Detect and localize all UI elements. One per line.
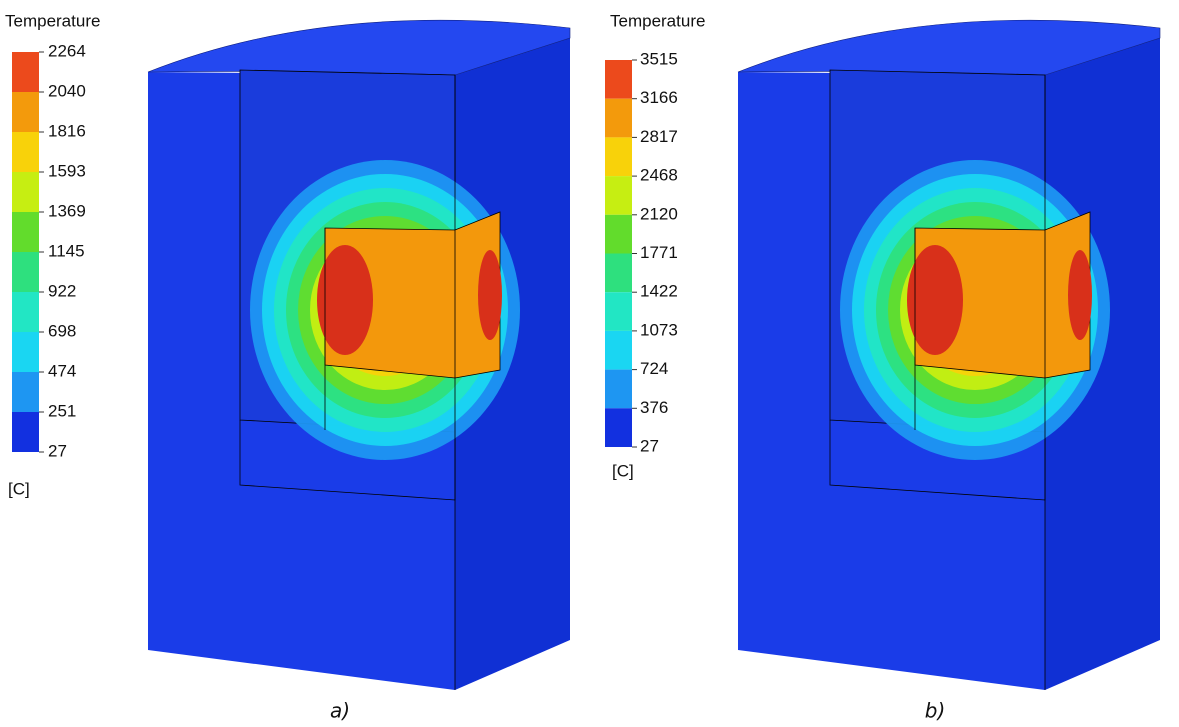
legend-label: 2468 bbox=[640, 166, 678, 185]
hot-spot bbox=[478, 250, 502, 340]
legend-band bbox=[605, 137, 632, 176]
hot-spot bbox=[1068, 250, 1092, 340]
legend-label: 251 bbox=[48, 401, 76, 420]
model-view bbox=[738, 20, 1160, 690]
legend-band bbox=[605, 331, 632, 370]
legend-band bbox=[12, 412, 39, 452]
legend-label: 1369 bbox=[48, 201, 86, 220]
legend-label: 27 bbox=[48, 441, 67, 460]
legend-band bbox=[12, 252, 39, 292]
legend-label: 724 bbox=[640, 359, 668, 378]
legend-band bbox=[12, 332, 39, 372]
legend-band bbox=[605, 215, 632, 254]
legend-label: 474 bbox=[48, 361, 76, 380]
legend-unit: [C] bbox=[8, 479, 30, 498]
legend-unit: [C] bbox=[612, 461, 634, 480]
legend-band bbox=[605, 292, 632, 331]
legend-label: 1771 bbox=[640, 243, 678, 262]
hot-spot bbox=[907, 245, 963, 355]
legend-label: 1145 bbox=[48, 241, 85, 260]
legend-label: 1073 bbox=[640, 320, 678, 339]
legend-label: 2817 bbox=[640, 127, 678, 146]
legend-band bbox=[605, 99, 632, 138]
legend-band bbox=[605, 370, 632, 409]
legend-label: 1816 bbox=[48, 121, 86, 140]
legend-label: 3515 bbox=[640, 49, 678, 68]
panel-caption: a) bbox=[330, 699, 350, 723]
legend-title: Temperature bbox=[5, 11, 100, 30]
legend-band bbox=[605, 60, 632, 99]
legend-band bbox=[12, 372, 39, 412]
legend-band bbox=[12, 172, 39, 212]
panel-caption: b) bbox=[925, 699, 946, 723]
legend-band bbox=[605, 176, 632, 215]
legend-band bbox=[605, 408, 632, 447]
legend-band bbox=[12, 52, 39, 92]
legend-label: 2120 bbox=[640, 204, 678, 223]
legend-label: 1593 bbox=[48, 161, 86, 180]
legend-label: 2040 bbox=[48, 81, 86, 100]
legend-label: 2264 bbox=[48, 41, 86, 60]
legend-label: 3166 bbox=[640, 88, 678, 107]
legend-label: 27 bbox=[640, 436, 659, 455]
legend-title: Temperature bbox=[610, 11, 705, 30]
legend-band bbox=[12, 132, 39, 172]
legend-band bbox=[12, 92, 39, 132]
figure: Temperature 2264 2040 1816 1593 1369 1145 922 69… bbox=[0, 0, 1179, 727]
legend-label: 922 bbox=[48, 281, 76, 300]
model-view bbox=[148, 20, 570, 690]
legend-label: 1422 bbox=[640, 282, 678, 301]
legend-band bbox=[605, 254, 632, 293]
legend-band bbox=[12, 212, 39, 252]
legend-label: 376 bbox=[640, 398, 668, 417]
legend-label: 698 bbox=[48, 321, 76, 340]
legend-band bbox=[12, 292, 39, 332]
